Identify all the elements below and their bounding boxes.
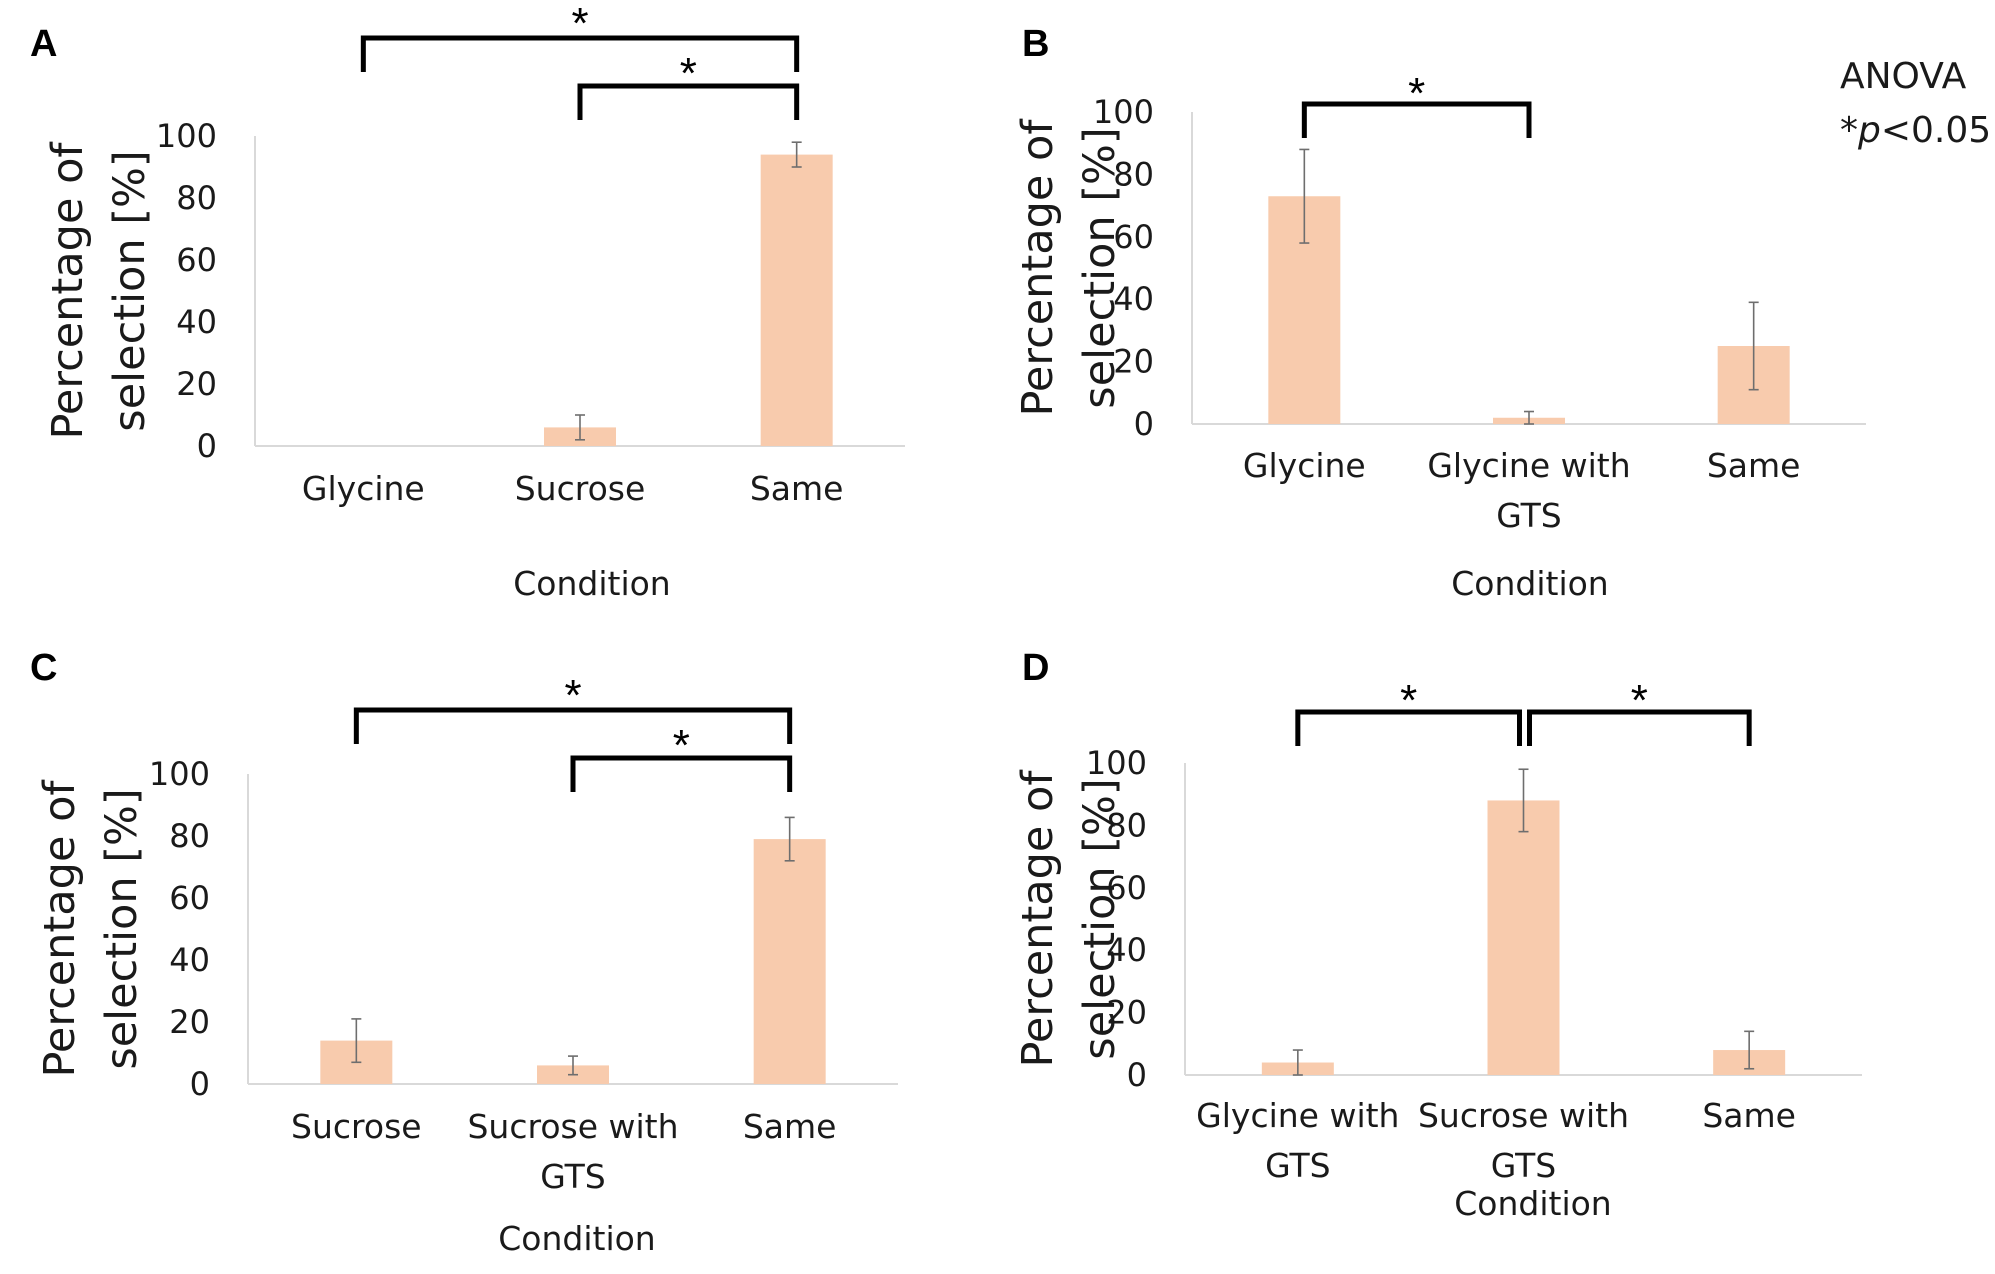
y-tick-label: 80 xyxy=(1113,155,1154,193)
significance-star: * xyxy=(673,721,690,770)
significance-bracket xyxy=(577,83,800,120)
bar xyxy=(760,154,833,446)
category-label: Same xyxy=(1702,1096,1796,1135)
x-axis-label: Condition xyxy=(1451,564,1608,603)
y-tick-label: 40 xyxy=(176,303,217,341)
y-tick-label: 20 xyxy=(169,1003,210,1041)
significance-star: * xyxy=(1400,676,1417,725)
significance-star: * xyxy=(1408,69,1425,118)
category-label: Glycine xyxy=(302,469,425,508)
y-axis-label-line1: Percentage of xyxy=(1013,119,1063,417)
bar xyxy=(753,839,826,1084)
y-tick-label: 80 xyxy=(169,817,210,855)
y-tick-label: 40 xyxy=(1106,931,1147,969)
y-axis-label-line2: selection [%] xyxy=(1075,778,1125,1059)
category-label: Same xyxy=(743,1107,837,1146)
category-label: Sucrose xyxy=(291,1107,422,1146)
y-tick-label: 80 xyxy=(1106,806,1147,844)
y-axis-label-line2: selection [%] xyxy=(97,788,147,1069)
category-label: Sucrose with GTS xyxy=(467,1107,678,1196)
y-tick-label: 0 xyxy=(197,427,217,465)
significance-bracket xyxy=(1301,101,1532,138)
y-tick-label: 100 xyxy=(1093,93,1154,131)
anova-note-line1: ANOVA xyxy=(1840,56,1967,97)
x-axis-label: Condition xyxy=(498,1219,655,1258)
panel-letter: A xyxy=(30,23,57,65)
y-tick-label: 20 xyxy=(1113,343,1154,381)
y-tick-label: 40 xyxy=(1113,280,1154,318)
bar xyxy=(1487,800,1560,1075)
significance-star: * xyxy=(680,49,697,98)
y-tick-label: 0 xyxy=(1134,405,1154,443)
y-tick-label: 80 xyxy=(176,179,217,217)
y-tick-label: 20 xyxy=(1106,994,1147,1032)
x-axis-label: Condition xyxy=(513,564,670,603)
category-label: Glycine with GTS xyxy=(1196,1096,1399,1185)
y-tick-label: 0 xyxy=(190,1065,210,1103)
category-label: Glycine with GTS xyxy=(1427,446,1630,535)
y-tick-label: 100 xyxy=(149,755,210,793)
y-axis-label-line2: selection [%] xyxy=(1075,127,1125,408)
category-label: Same xyxy=(750,469,844,508)
y-tick-label: 100 xyxy=(156,117,217,155)
y-axis-label-line2: selection [%] xyxy=(105,150,155,431)
panel-b: B 0 20 40 60 80 100 Percentage of selection [%] G… xyxy=(1013,23,1866,603)
panel-letter: D xyxy=(1022,647,1049,689)
category-label: Glycine xyxy=(1243,446,1366,485)
significance-bracket xyxy=(1295,709,1522,746)
panel-letter: B xyxy=(1022,23,1049,65)
y-tick-label: 60 xyxy=(1106,869,1147,907)
y-axis-label-line1: Percentage of xyxy=(43,142,93,440)
category-label: Sucrose xyxy=(515,469,646,508)
y-tick-label: 60 xyxy=(176,241,217,279)
y-tick-label: 60 xyxy=(1113,218,1154,256)
y-tick-label: 0 xyxy=(1127,1056,1147,1094)
y-tick-label: 100 xyxy=(1086,744,1147,782)
panel-letter: C xyxy=(30,647,57,689)
y-tick-label: 60 xyxy=(169,879,210,917)
panel-a: A 0 20 40 60 80 100 Percentage of selection [%] G… xyxy=(30,0,905,603)
panel-d: D 0 20 40 60 80 100 Percentage of selection [%] G… xyxy=(1013,647,1862,1223)
category-label: Same xyxy=(1707,446,1801,485)
significance-bracket xyxy=(360,35,800,72)
y-tick-label: 20 xyxy=(176,365,217,403)
significance-bracket xyxy=(353,707,793,744)
significance-star: * xyxy=(1631,676,1648,725)
y-axis-label-line1: Percentage of xyxy=(1013,770,1063,1068)
significance-bracket xyxy=(570,755,793,792)
x-axis-label: Condition xyxy=(1454,1184,1611,1223)
significance-star: * xyxy=(571,0,588,48)
y-axis-label-line1: Percentage of xyxy=(35,780,85,1078)
panel-c: C 0 20 40 60 80 100 Percentage of selection [%] S… xyxy=(30,647,898,1258)
significance-star: * xyxy=(564,671,581,720)
y-tick-label: 40 xyxy=(169,941,210,979)
significance-bracket xyxy=(1527,709,1752,746)
anova-note-line2: *p<0.05 xyxy=(1840,110,1991,151)
category-label: Sucrose with GTS xyxy=(1418,1096,1629,1185)
